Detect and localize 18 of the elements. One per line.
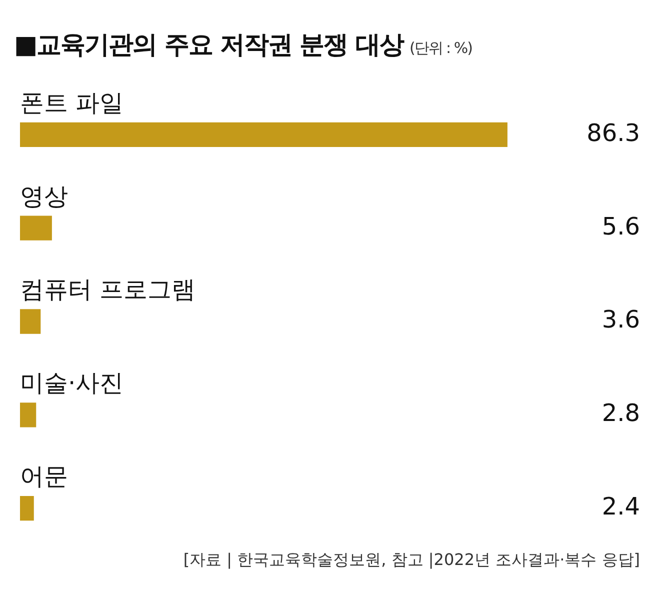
y-tick-label: 미술·사진 xyxy=(20,369,124,398)
data-label: 3.6 xyxy=(602,306,640,334)
text: [자료 | 한국교육학술정보원, 참고 |2022년 조사결과·복수 응답] xyxy=(183,550,640,571)
data-label: 86.3 xyxy=(586,118,640,147)
bar xyxy=(20,122,508,148)
bar xyxy=(20,309,41,334)
data-label: 2.4 xyxy=(602,492,640,521)
bar xyxy=(20,402,36,428)
bar xyxy=(20,216,52,240)
data-label: 2.8 xyxy=(602,399,640,428)
y-tick-label: 폰트 파일 xyxy=(20,88,124,117)
chart-title: ■교육기관의 주요 저작권 분쟁 대상 xyxy=(14,30,404,59)
y-tick-label: 영상 xyxy=(20,182,68,210)
y-tick-label: 컴퓨터 프로그램 xyxy=(20,276,196,304)
y-tick-label: 어문 xyxy=(20,462,68,491)
bar xyxy=(20,496,34,521)
chart-subtitle: (단위 : %) xyxy=(409,39,472,57)
data-label: 5.6 xyxy=(602,212,640,240)
